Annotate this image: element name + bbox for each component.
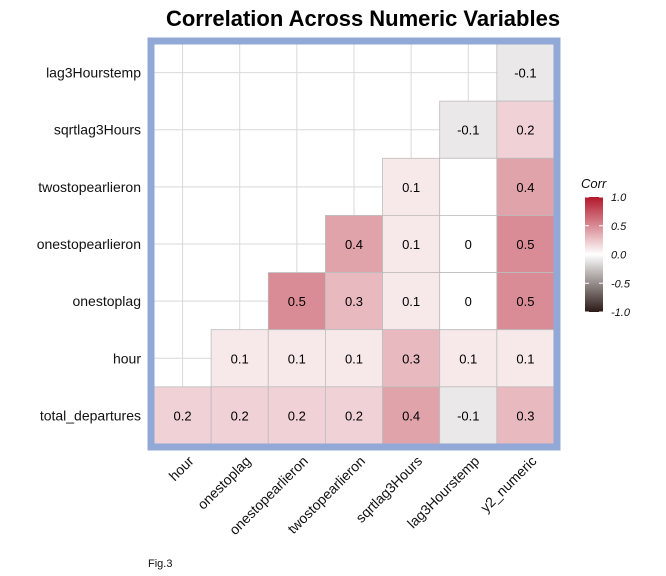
y-tick-label-onestoplag: onestoplag [72, 293, 141, 309]
cell-value-label: 0.1 [402, 237, 420, 252]
legend-colorbar [585, 197, 603, 312]
x-tick-label-hour: hour [166, 453, 197, 484]
cell-value-label: 0.3 [402, 351, 420, 366]
cell-value-label: 0.1 [402, 294, 420, 309]
heatmap-cell-sqrtlag3hours-y2-numeric [496, 100, 555, 159]
heatmap-cell-hour-twostopearlieron [325, 329, 383, 388]
y-tick-label-lag3hourstemp: lag3Hourstemp [46, 65, 141, 81]
plot-panel: -0.1 -0.1 0.2 0.1 0.4 0.4 0.1 0 0.5 0.5 0.3 0.1 0 0.5… [147, 37, 561, 451]
y-tick-label-twostopearlieron: twostopearlieron [38, 179, 141, 195]
cell-value-label: 0.2 [288, 408, 306, 423]
cell-value-label: 0.5 [516, 237, 534, 252]
color-legend: Corr 1.0 0.5 0.0 -0.5 -1.0 [581, 176, 631, 319]
chart-title: Correlation Across Numeric Variables [166, 6, 560, 31]
legend-tick-label: 0.5 [611, 221, 627, 233]
cell-value-label: 0.1 [288, 351, 306, 366]
cell-value-label: 0.4 [402, 408, 420, 423]
heatmap-cell-total-departures-onestoplag [210, 386, 269, 445]
x-axis-labels: houronestoplagonestopearlierontwostopear… [166, 453, 540, 538]
legend-tick-label: -1.0 [611, 307, 631, 319]
cell-value-label: 0.5 [288, 294, 306, 309]
y-tick-label-total-departures: total_departures [40, 407, 141, 423]
heatmap-cell-hour-onestoplag [210, 329, 269, 388]
y-tick-label-onestopearlieron: onestopearlieron [37, 236, 141, 252]
legend-tick-label: -0.5 [611, 278, 631, 290]
cell-value-label: 0.1 [402, 180, 420, 195]
heatmap-cell-total-departures-onestopearlieron [267, 386, 326, 445]
heatmap-cell-total-departures-hour [153, 386, 212, 445]
heatmap-cell-lag3hourstemp-y2-numeric [496, 43, 555, 102]
legend-tick-label: 0.0 [611, 250, 627, 262]
y-axis-labels: lag3Hourstemp sqrtlag3Hours twostopearlier… [37, 65, 142, 424]
heatmap-cell-twostopearlieron-lag3hourstemp [439, 157, 498, 216]
cell-value-label: -0.1 [457, 123, 479, 138]
cell-value-label: 0.1 [231, 351, 249, 366]
legend-title: Corr [581, 176, 607, 191]
heatmap-cell-onestoplag-twostopearlieron [325, 272, 383, 331]
heatmap-cell-onestopearlieron-twostopearlieron [325, 215, 383, 273]
heatmap-cell-total-departures-twostopearlieron [325, 386, 383, 445]
cell-value-label: 0.4 [345, 237, 363, 252]
cell-value-label: 0.2 [174, 408, 192, 423]
heatmap-cell-total-departures-sqrtlag3hours [382, 386, 441, 445]
heatmap-cell-total-departures-lag3hourstemp [439, 386, 498, 445]
heatmap-cell-onestopearlieron-y2-numeric [496, 215, 555, 273]
y-tick-label-hour: hour [113, 350, 141, 366]
heatmap-cell-sqrtlag3hours-lag3hourstemp [439, 100, 498, 159]
cell-value-label: 0.3 [516, 408, 534, 423]
legend-tick-label: 1.0 [611, 192, 627, 204]
cell-value-label: -0.1 [457, 408, 479, 423]
cell-value-label: 0.2 [345, 408, 363, 423]
cell-value-label: 0.1 [345, 351, 363, 366]
cell-value-label: 0 [465, 294, 472, 309]
cell-value-label: 0.5 [516, 294, 534, 309]
heatmap-cell-onestopearlieron-lag3hourstemp [439, 215, 498, 273]
x-tick-label-onestoplag: onestoplag [194, 453, 254, 513]
figure-caption: Fig.3 [148, 558, 172, 570]
cell-value-label: 0.1 [516, 351, 534, 366]
y-tick-label-sqrtlag3hours: sqrtlag3Hours [54, 122, 141, 138]
heatmap-cell-hour-onestopearlieron [267, 329, 326, 388]
cell-value-label: 0.1 [459, 351, 477, 366]
cell-value-label: 0 [465, 237, 472, 252]
cell-value-label: 0.2 [516, 123, 534, 138]
x-tick-label-y2-numeric: y2_numeric [477, 453, 539, 515]
cell-value-label: -0.1 [514, 66, 536, 81]
heatmap-cell-hour-lag3hourstemp [439, 329, 498, 388]
cell-value-label: 0.2 [231, 408, 249, 423]
heatmap-cell-onestopearlieron-sqrtlag3hours [382, 215, 441, 273]
cell-value-label: 0.3 [345, 294, 363, 309]
cell-value-label: 0.4 [516, 180, 534, 195]
panel-border [147, 37, 561, 451]
